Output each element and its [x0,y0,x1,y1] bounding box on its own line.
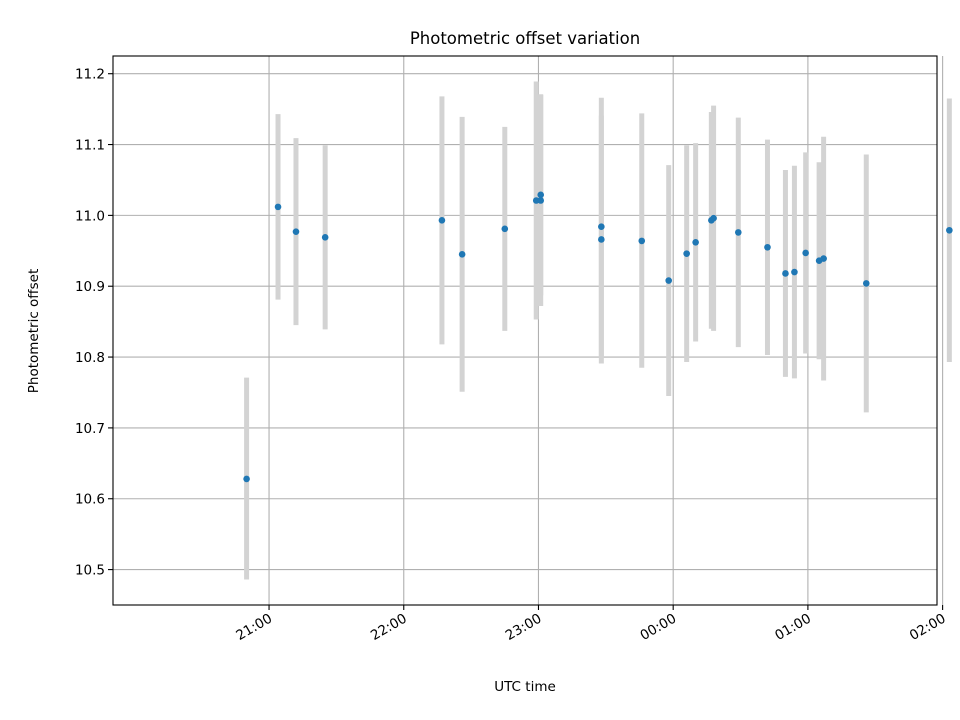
data-point [946,226,953,234]
y-tick-label: 11.1 [75,138,105,154]
data-point [537,191,545,199]
y-tick-label: 10.6 [75,492,105,508]
data-point [438,217,446,224]
data-point [598,236,605,243]
plot-frame [112,55,938,606]
data-point [862,280,870,287]
data-point [501,225,509,233]
y-axis-label: Photometric offset [26,269,42,393]
data-point [458,251,466,258]
y-tick-label: 10.7 [75,421,105,437]
y-axis-ticks: 10.5 10.6 10.7 10.8 10.9 11.0 11.1 11.2 [75,67,113,579]
data-point [764,243,771,251]
data-point [820,255,827,262]
data-point [321,234,329,241]
data-point [638,237,646,245]
data-point [292,228,300,235]
data-point [710,214,717,222]
y-tick-label: 10.5 [75,563,105,579]
chart-title: Photometric offset variation [410,29,640,48]
y-tick-label: 11.2 [75,67,105,83]
data-points [243,191,953,483]
y-tick-label: 10.9 [75,279,105,295]
y-tick-label: 11.0 [75,208,105,224]
data-point [782,270,789,277]
data-point [791,268,798,276]
data-point [537,197,545,204]
x-axis-label: UTC time [494,679,556,695]
data-point [665,277,672,284]
data-point [274,203,282,211]
data-point [692,239,699,246]
data-point [243,475,250,483]
data-point [802,249,809,257]
data-point [734,229,742,236]
data-point [683,250,690,257]
y-tick-label: 10.8 [75,350,105,366]
data-point [598,223,605,231]
